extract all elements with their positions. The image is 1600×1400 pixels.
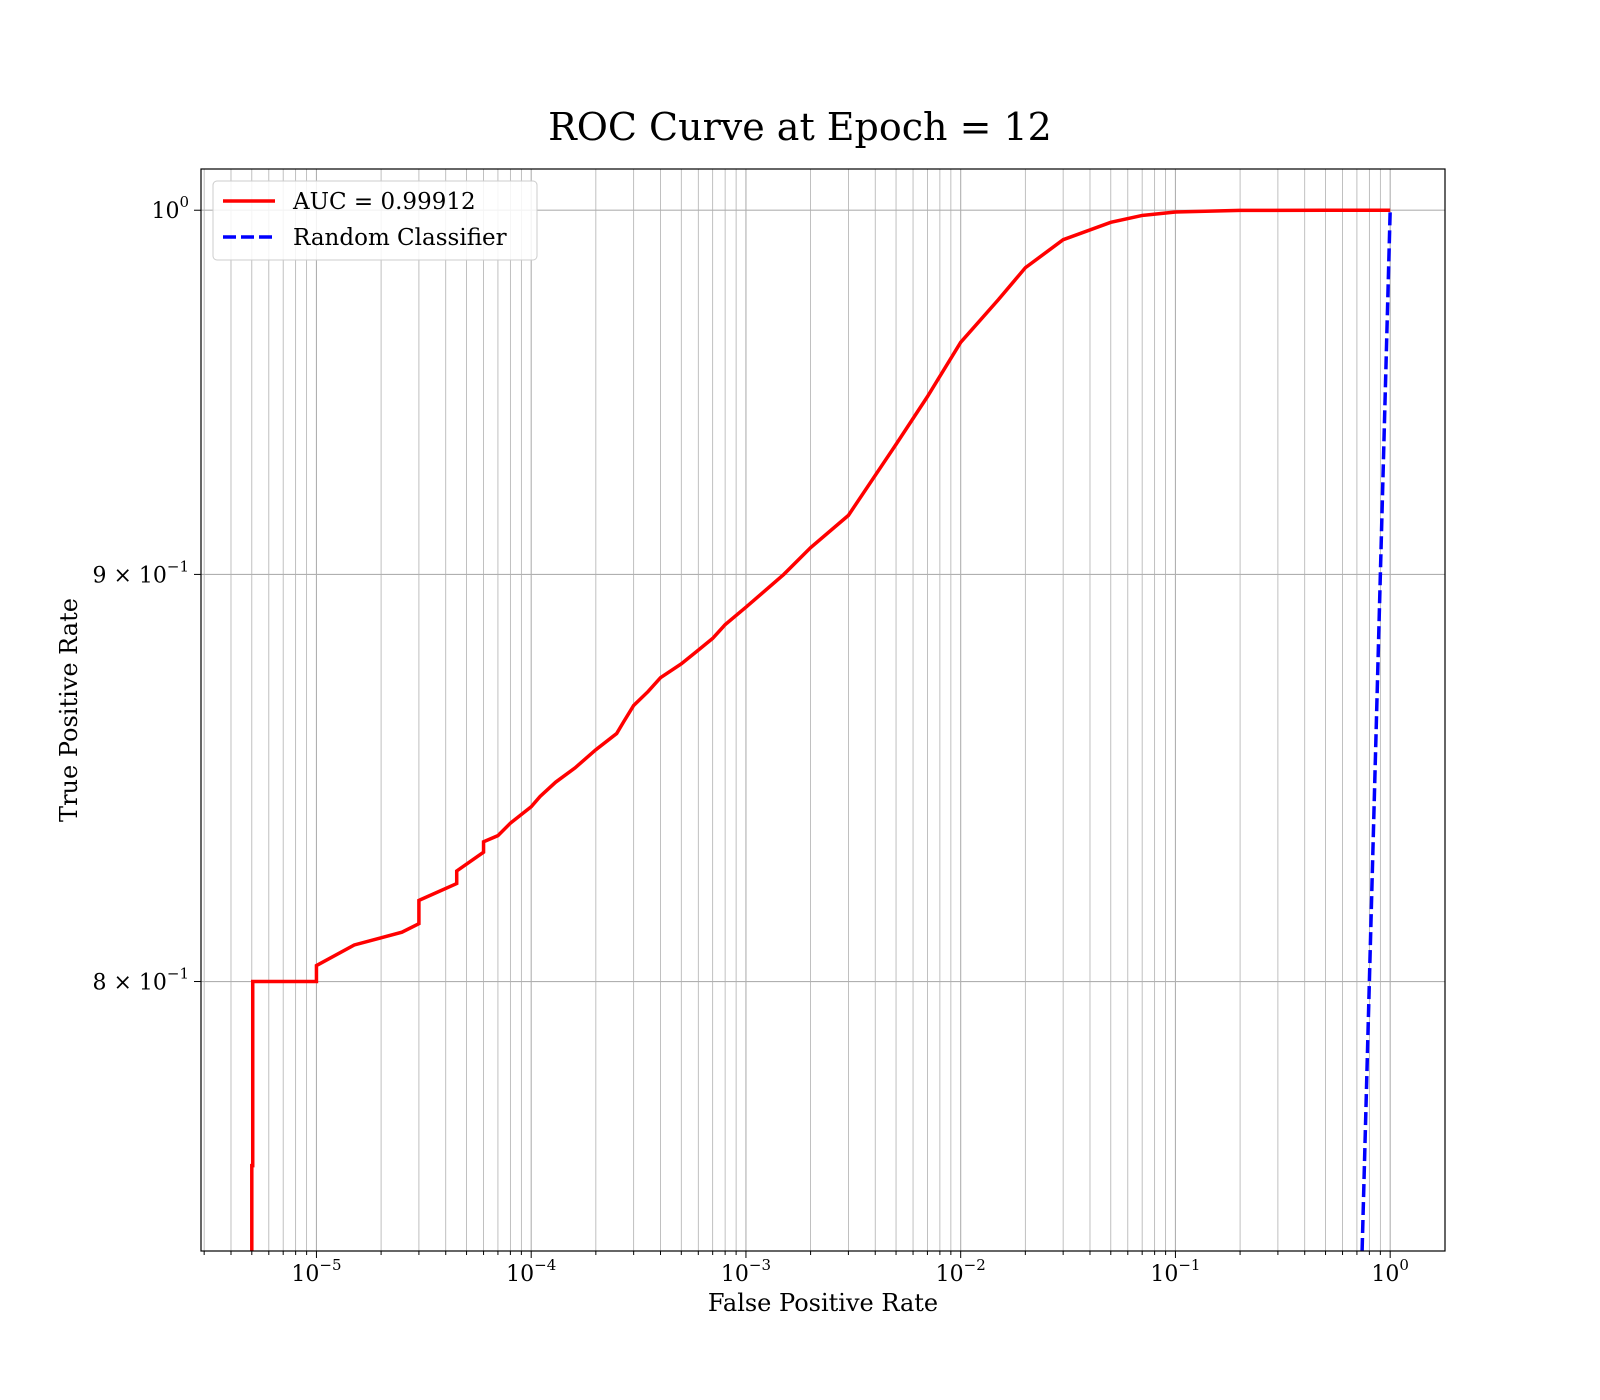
y-tick-label: 9 × 10−1 (92, 557, 189, 588)
x-tick-label: 100 (1371, 1256, 1409, 1287)
x-tick-labels: 10−5 10−4 10−3 10−2 10−1 100 (291, 1256, 1409, 1287)
x-tick-label: 10−1 (1150, 1256, 1200, 1287)
random-classifier-line (1360, 210, 1392, 1252)
y-axis-label: True Positive Rate (55, 598, 83, 822)
x-axis-label: False Positive Rate (708, 1289, 938, 1317)
roc-curve-line (250, 208, 1391, 1251)
chart-title: ROC Curve at Epoch = 12 (548, 105, 1052, 149)
legend: AUC = 0.99912 Random Classifier (212, 180, 538, 261)
x-tick-label: 10−5 (291, 1256, 341, 1287)
axis-ticks (194, 209, 1391, 1258)
legend-label-roc: AUC = 0.99912 (292, 189, 476, 215)
plot-frame (200, 168, 1446, 1252)
y-tick-labels: 100 9 × 10−1 8 × 10−1 (92, 193, 189, 995)
y-tick-label: 8 × 10−1 (92, 965, 189, 996)
x-tick-label: 10−3 (721, 1256, 771, 1287)
x-tick-label: 10−2 (936, 1256, 986, 1287)
legend-box (212, 180, 538, 261)
legend-label-random: Random Classifier (293, 225, 507, 251)
series-lines (250, 208, 1392, 1252)
y-tick-label: 100 (151, 193, 189, 224)
grid-lines (201, 169, 1445, 1251)
x-tick-label: 10−4 (506, 1256, 556, 1287)
